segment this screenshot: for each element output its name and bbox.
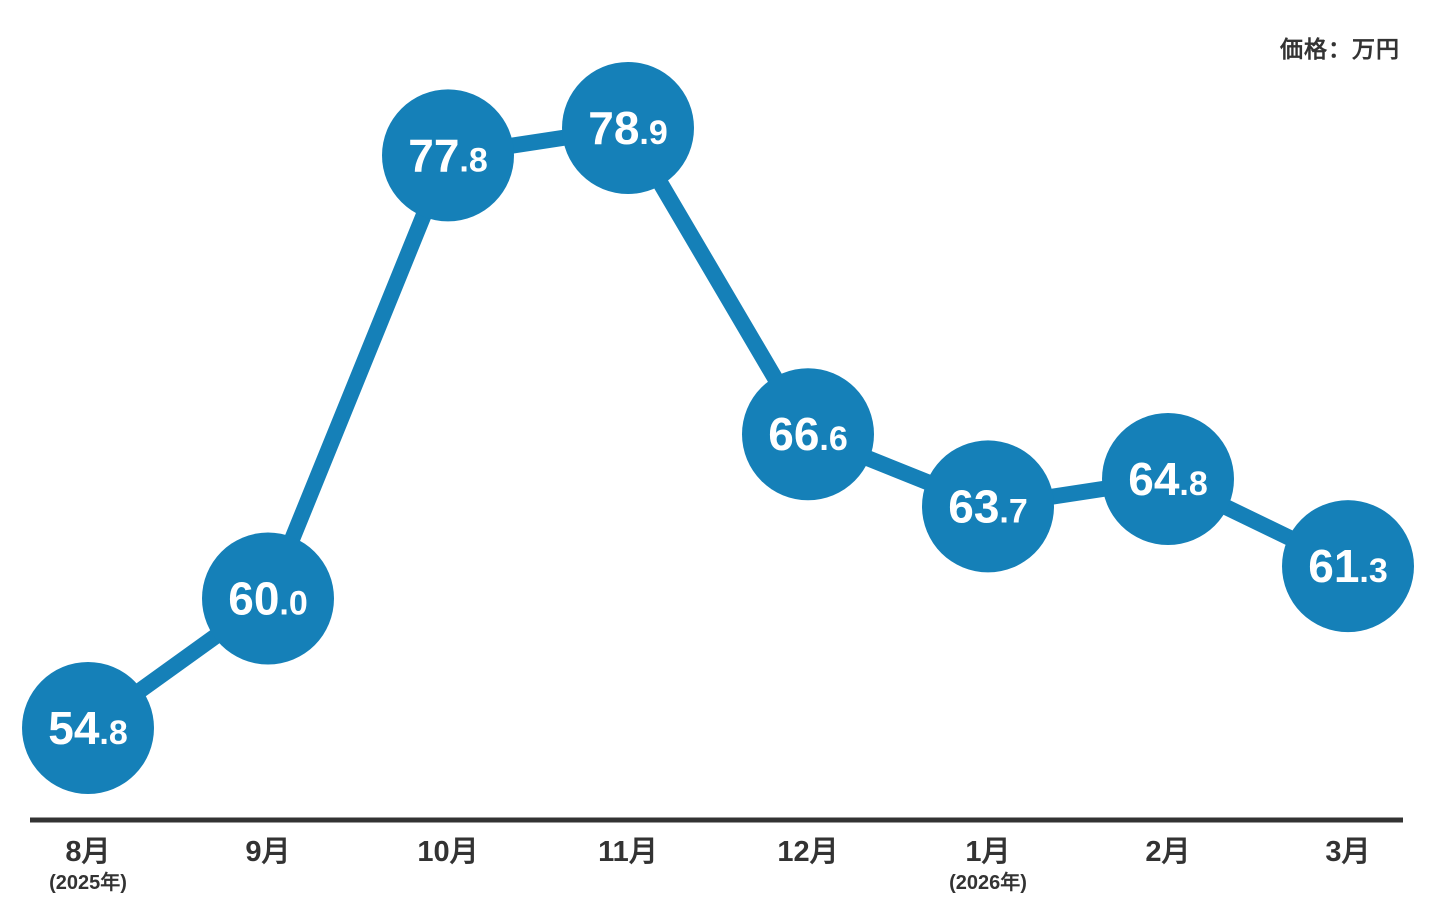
data-point: [742, 368, 874, 501]
data-point: [22, 662, 154, 794]
x-axis-year-label: (2026年): [949, 870, 1027, 894]
x-axis-tick-label: 1月: [965, 836, 1010, 868]
data-point: [922, 440, 1054, 573]
data-point: [1282, 500, 1414, 633]
data-point-value: 61.3: [1308, 540, 1388, 592]
data-point-value: 54.8: [48, 702, 128, 754]
x-axis-tick-label: 12月: [777, 836, 838, 868]
unit-label: 価格：万円: [1280, 36, 1400, 62]
data-point-value: 78.9: [588, 102, 668, 154]
x-axis-tick-label: 10月: [417, 836, 478, 868]
data-point-value: 63.7: [948, 480, 1028, 532]
data-point-value: 77.8: [408, 129, 488, 181]
data-point: [202, 532, 334, 665]
data-point: [382, 89, 514, 222]
x-axis-year-label: (2025年): [49, 870, 127, 894]
x-axis-tick-label: 11月: [598, 836, 658, 868]
x-axis-tick-label: 2月: [1145, 836, 1190, 868]
x-axis-tick-label: 9月: [245, 836, 290, 868]
data-point-value: 60.0: [228, 573, 308, 625]
data-point-value: 66.6: [768, 408, 848, 460]
x-axis-tick-label: 8月: [65, 836, 110, 868]
data-point: [562, 62, 694, 194]
data-point: [1102, 413, 1234, 546]
data-point-value: 64.8: [1128, 453, 1208, 505]
x-axis-tick-label: 3月: [1325, 836, 1370, 868]
